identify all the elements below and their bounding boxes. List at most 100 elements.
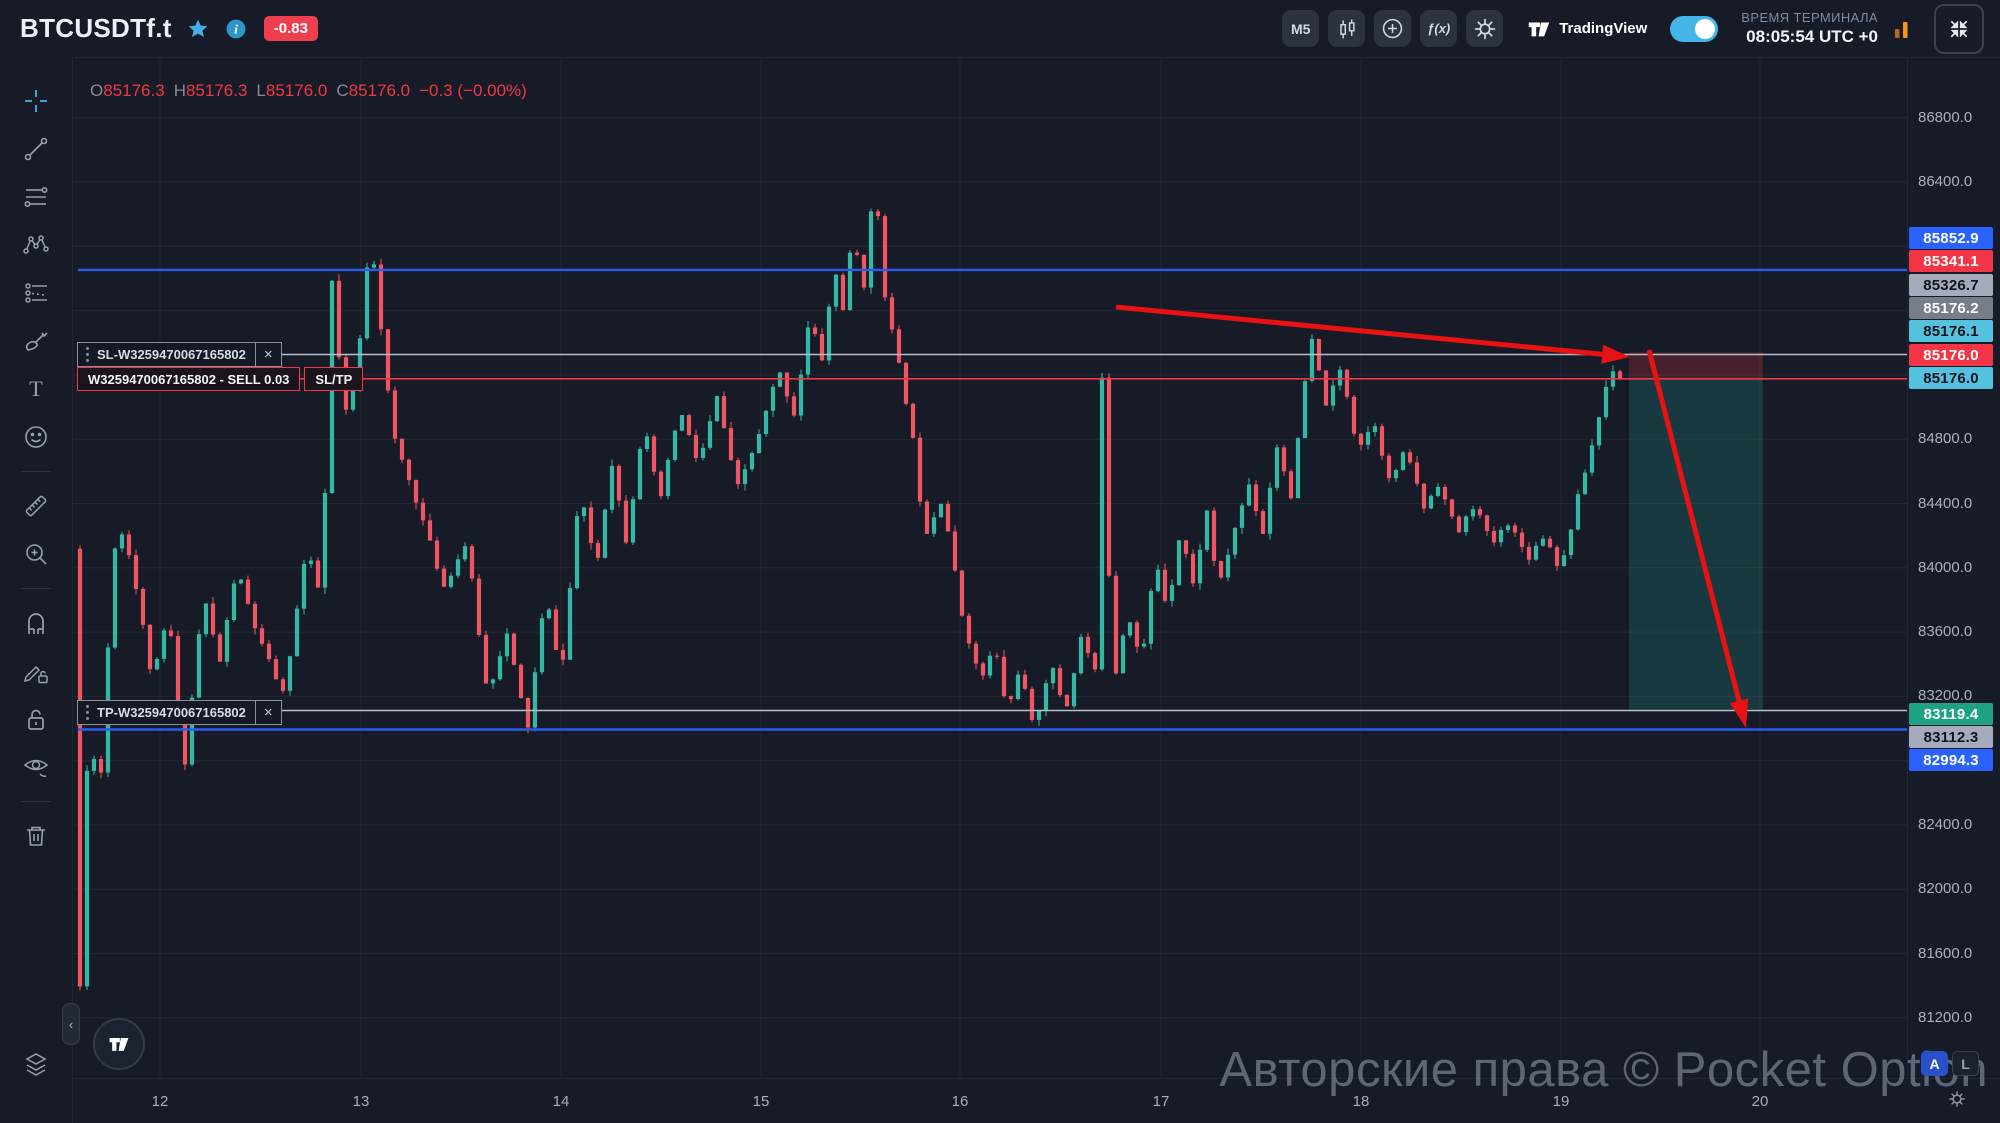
time-tick-label: 15 [752,1093,770,1110]
time-tick-label: 16 [951,1093,969,1110]
price-tick-label: 81200.0 [1918,1008,1973,1026]
indicators-fx-button[interactable]: ƒ(x) [1420,10,1458,47]
text-tool-icon[interactable]: T [16,369,56,409]
drag-handle-icon[interactable] [86,353,89,356]
header-controls: M5 ƒ(x) [1282,0,1984,57]
price-tick-label: 81600.0 [1918,944,1973,962]
close-label: C [336,81,349,100]
price-tick-label: 82400.0 [1918,816,1973,833]
candlestick-chart[interactable] [73,57,1907,1078]
terminal-time-value: 08:05:54 UTC +0 [1746,27,1878,46]
price-badge: 85341.1 [1909,250,1993,272]
layers-icon[interactable] [16,1045,56,1085]
price-tick-label: 84400.0 [1918,494,1973,512]
favorite-star-icon[interactable] [186,17,210,41]
toolbar-divider [21,588,51,589]
signal-bars-icon [1893,17,1913,41]
tradingview-label: TradingView [1559,20,1648,37]
add-plus-icon[interactable] [1374,10,1412,47]
price-tick-label: 86400.0 [1918,173,1973,190]
xabcd-pattern-icon[interactable] [16,225,56,265]
low-label: L [256,81,266,100]
tradingview-toggle[interactable] [1670,15,1719,42]
close-icon[interactable]: × [254,343,281,366]
open-label: O [90,81,104,100]
price-badge: 85176.0 [1909,344,1993,366]
axis-settings-gear-icon[interactable] [1948,1090,1966,1108]
change-badge: -0.83 [263,16,318,41]
time-tick-label: 12 [151,1093,169,1110]
svg-text:T: T [29,376,43,401]
stop-loss-tag[interactable]: SL-W3259470067165802 × [77,342,282,367]
collapse-arrows-icon[interactable] [1934,3,1984,54]
tradingview-attribution-button[interactable] [93,1018,145,1070]
tradingview-logo[interactable]: TradingView [1526,16,1647,42]
ruler-icon[interactable] [16,486,56,526]
fib-retracement-icon[interactable] [16,177,56,217]
zoom-in-icon[interactable] [16,534,56,574]
take-profit-tag-label: TP-W3259470067165802 [97,705,246,720]
toggle-knob [1695,18,1716,39]
toolbar-divider [21,801,51,802]
timeframe-button[interactable]: M5 [1282,10,1320,47]
copyright-watermark: Авторские права © Pocket Option [1219,1043,1988,1097]
price-tick-label: 86800.0 [1918,108,1973,126]
drawing-unlock-icon[interactable] [16,651,56,691]
low-value: 85176.0 [265,81,328,100]
sltp-button[interactable]: SL/TP [304,367,364,391]
drag-handle-icon[interactable] [86,711,89,714]
drawing-toolbar: T [0,57,73,1123]
info-icon[interactable]: i [224,17,248,41]
position-tag[interactable]: W3259470067165802 - SELL 0.03 SL/TP [77,367,364,391]
open-value: 85176.3 [103,81,165,100]
symbol-title: BTCUSDTf.t [20,13,172,43]
crosshair-icon[interactable] [16,81,56,121]
header-bar: BTCUSDTf.t i -0.83 M5 ƒ(x) [0,0,2000,58]
position-tag-label: W3259470067165802 - SELL 0.03 [77,367,301,391]
trend-line-icon[interactable] [16,129,56,169]
price-badge: 85852.9 [1909,227,1993,249]
price-tick-label: 84800.0 [1918,430,1973,448]
lock-icon[interactable] [16,699,56,739]
hide-drawings-eye-icon[interactable] [16,747,56,787]
price-badge: 83119.4 [1909,703,1993,725]
terminal-time: ВРЕМЯ ТЕРМИНАЛА 08:05:54 UTC +0 [1741,10,1878,48]
take-profit-tag[interactable]: TP-W3259470067165802 × [77,700,282,725]
sidebar-collapse-handle[interactable]: ‹ [62,1003,80,1045]
time-tick-label: 18 [1352,1093,1370,1110]
close-value: 85176.0 [348,81,411,100]
terminal-time-label: ВРЕМЯ ТЕРМИНАЛА [1741,9,1878,25]
trash-icon[interactable] [16,816,56,856]
time-axis[interactable]: 12 13 14 15 16 17 18 19 20 [0,1078,2000,1123]
price-tick-label: 83600.0 [1918,623,1973,641]
emoji-icon[interactable] [16,417,56,457]
high-value: 85176.3 [185,81,248,100]
price-tick-label: 84000.0 [1918,558,1973,576]
time-tick-label: 13 [352,1093,370,1110]
svg-text:i: i [234,22,238,36]
price-badge: 85176.2 [1909,297,1993,319]
price-badge: 85176.0 [1909,367,1993,389]
settings-gear-icon[interactable] [1466,10,1504,47]
ohlc-legend: O85176.3 H85176.3 L85176.0 C85176.0 −0.3 (−0… [90,81,527,101]
forecast-icon[interactable] [16,273,56,313]
price-tick-label: 82000.0 [1918,880,1973,898]
auto-scale-button[interactable]: A [1921,1051,1948,1076]
chart-style-icon[interactable] [1328,10,1366,47]
time-tick-label: 17 [1152,1093,1170,1110]
price-badge: 85326.7 [1909,274,1993,296]
time-tick-label: 20 [1751,1093,1769,1110]
high-label: H [173,81,186,100]
price-badge: 82994.3 [1909,749,1993,771]
price-badge: 85176.1 [1909,320,1993,342]
price-scale[interactable]: 86800.0 86400.0 84800.0 84400.0 84000.0 83600… [1907,57,2000,1078]
price-tick-label: 83200.0 [1918,687,1973,705]
stop-loss-tag-label: SL-W3259470067165802 [97,347,246,362]
close-icon[interactable]: × [254,701,281,724]
time-tick-label: 14 [552,1093,570,1110]
magnet-icon[interactable] [16,603,56,643]
brush-icon[interactable] [16,321,56,361]
price-badge: 83112.3 [1909,726,1993,748]
log-scale-button[interactable]: L [1952,1051,1979,1076]
